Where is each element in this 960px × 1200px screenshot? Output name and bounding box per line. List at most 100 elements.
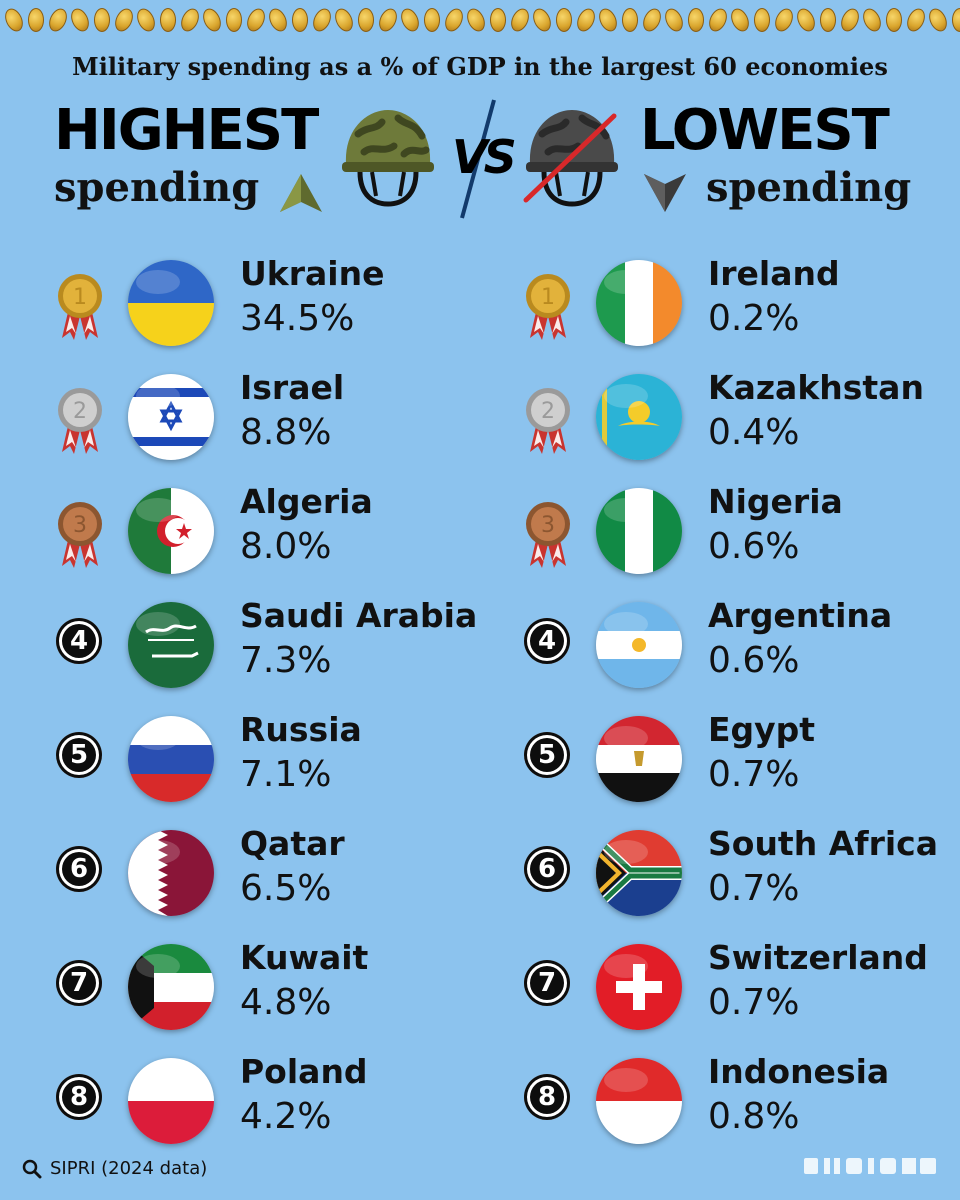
coin-icon bbox=[754, 8, 770, 32]
southafrica-flag-icon bbox=[596, 830, 682, 916]
spending-value: 7.1% bbox=[240, 754, 332, 795]
qatar-flag-icon bbox=[128, 830, 214, 916]
rank-badge: 1 bbox=[54, 272, 106, 342]
country-name: Qatar bbox=[240, 824, 345, 863]
spending-value: 8.8% bbox=[240, 412, 332, 453]
spending-value: 34.5% bbox=[240, 298, 355, 339]
rank-badge: 2 bbox=[522, 386, 574, 456]
country-name: Ukraine bbox=[240, 254, 385, 293]
magnifier-icon bbox=[22, 1159, 42, 1178]
nigeria-flag-icon bbox=[596, 488, 682, 574]
svg-text:3: 3 bbox=[541, 513, 555, 538]
silver-medal-icon: 2 bbox=[526, 388, 570, 454]
coin-icon bbox=[820, 8, 836, 32]
coin-icon bbox=[556, 8, 572, 32]
spending-value: 0.7% bbox=[708, 982, 800, 1023]
spending-value: 4.8% bbox=[240, 982, 332, 1023]
country-name: Israel bbox=[240, 368, 345, 407]
algeria-flag-icon bbox=[128, 488, 214, 574]
ireland-flag-icon bbox=[596, 260, 682, 346]
spending-value: 6.5% bbox=[240, 868, 332, 909]
rank-number: 7 bbox=[56, 960, 102, 1006]
gold-medal-icon: 1 bbox=[58, 274, 102, 340]
spending-value: 0.7% bbox=[708, 868, 800, 909]
coin-icon bbox=[688, 8, 704, 32]
bronze-medal-icon: 3 bbox=[526, 502, 570, 568]
spending-value: 0.8% bbox=[708, 1096, 800, 1137]
argentina-flag-icon bbox=[596, 602, 682, 688]
spending-value: 0.4% bbox=[708, 412, 800, 453]
rank-number: 6 bbox=[524, 846, 570, 892]
rank-badge: 3 bbox=[522, 500, 574, 570]
svg-text:2: 2 bbox=[73, 399, 87, 424]
highest-row: 2 Israel 8.8% bbox=[54, 368, 494, 486]
lowest-row: 7 Switzerland 0.7% bbox=[522, 938, 960, 1056]
country-name: Russia bbox=[240, 710, 362, 749]
coin-strip bbox=[0, 0, 960, 40]
spending-value: 0.6% bbox=[708, 526, 800, 567]
rank-number: 8 bbox=[56, 1074, 102, 1120]
rank-badge: 1 bbox=[522, 272, 574, 342]
rank-number: 4 bbox=[524, 618, 570, 664]
country-name: Algeria bbox=[240, 482, 373, 521]
rank-badge: 3 bbox=[54, 500, 106, 570]
rank-number: 7 bbox=[524, 960, 570, 1006]
spending-value: 0.6% bbox=[708, 640, 800, 681]
coin-icon bbox=[886, 8, 902, 32]
highest-row: 8 Poland 4.2% bbox=[54, 1052, 494, 1170]
rank-number: 4 bbox=[56, 618, 102, 664]
highest-title: HIGHEST bbox=[54, 98, 319, 163]
highest-row: 7 Kuwait 4.8% bbox=[54, 938, 494, 1056]
lowest-row: 8 Indonesia 0.8% bbox=[522, 1052, 960, 1170]
silver-medal-icon: 2 bbox=[58, 388, 102, 454]
spending-value: 0.7% bbox=[708, 754, 800, 795]
rank-badge: 6 bbox=[54, 842, 106, 912]
source-text: SIPRI (2024 data) bbox=[50, 1158, 208, 1179]
lowest-row: 6 South Africa 0.7% bbox=[522, 824, 960, 942]
rank-badge: 5 bbox=[54, 728, 106, 798]
svg-text:2: 2 bbox=[541, 399, 555, 424]
highest-row: 6 Qatar 6.5% bbox=[54, 824, 494, 942]
coin-icon bbox=[94, 8, 110, 32]
rank-badge: 8 bbox=[522, 1070, 574, 1140]
helmet-icon bbox=[342, 110, 434, 207]
spending-value: 8.0% bbox=[240, 526, 332, 567]
country-name: Indonesia bbox=[708, 1052, 890, 1091]
lowest-row: 1 Ireland 0.2% bbox=[522, 254, 960, 372]
vs-label: VS bbox=[452, 130, 517, 184]
kuwait-flag-icon bbox=[128, 944, 214, 1030]
israel-flag-icon bbox=[128, 374, 214, 460]
indonesia-flag-icon bbox=[596, 1058, 682, 1144]
egypt-flag-icon bbox=[596, 716, 682, 802]
switzerland-flag-icon bbox=[596, 944, 682, 1030]
rank-badge: 4 bbox=[54, 614, 106, 684]
ukraine-flag-icon bbox=[128, 260, 214, 346]
coin-icon bbox=[292, 8, 308, 32]
down-arrow-icon bbox=[644, 174, 686, 212]
up-arrow-icon bbox=[280, 174, 322, 212]
coin-icon bbox=[490, 8, 506, 32]
spending-value: 4.2% bbox=[240, 1096, 332, 1137]
rank-badge: 7 bbox=[54, 956, 106, 1026]
coin-icon bbox=[28, 8, 44, 32]
lowest-row: 2 Kazakhstan 0.4% bbox=[522, 368, 960, 486]
source-note: SIPRI (2024 data) bbox=[22, 1158, 207, 1179]
spending-value: 7.3% bbox=[240, 640, 332, 681]
lowest-title: LOWEST bbox=[640, 98, 890, 163]
highest-subtitle: spending bbox=[54, 164, 260, 211]
rank-badge: 4 bbox=[522, 614, 574, 684]
spending-value: 0.2% bbox=[708, 298, 800, 339]
highest-row: 4 Saudi Arabia 7.3% bbox=[54, 596, 494, 714]
subtitle: Military spending as a % of GDP in the l… bbox=[72, 52, 888, 81]
rank-badge: 7 bbox=[522, 956, 574, 1026]
country-name: Nigeria bbox=[708, 482, 843, 521]
crossed-out-helmet-icon bbox=[523, 110, 618, 207]
coin-icon bbox=[358, 8, 374, 32]
russia-flag-icon bbox=[128, 716, 214, 802]
kazakhstan-flag-icon bbox=[596, 374, 682, 460]
svg-text:3: 3 bbox=[73, 513, 87, 538]
lowest-row: 4 Argentina 0.6% bbox=[522, 596, 960, 714]
country-name: Switzerland bbox=[708, 938, 928, 977]
country-name: Ireland bbox=[708, 254, 840, 293]
watermark-logo bbox=[804, 1158, 936, 1174]
